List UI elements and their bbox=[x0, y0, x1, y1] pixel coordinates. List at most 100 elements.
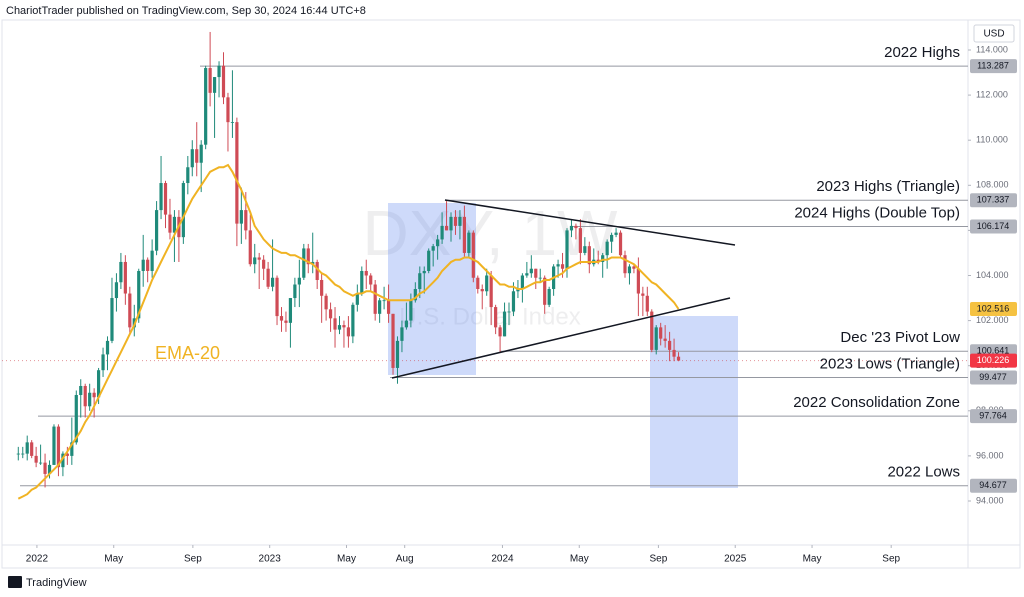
candle-body bbox=[654, 327, 658, 350]
candle-body bbox=[83, 385, 87, 407]
candle-body bbox=[476, 277, 480, 290]
level-price-label: 97.764 bbox=[979, 410, 1007, 420]
candle-body bbox=[418, 273, 422, 290]
candle-body bbox=[409, 300, 413, 321]
candle-body bbox=[601, 255, 605, 262]
current-price-label-box bbox=[970, 353, 1017, 368]
level-price-label: 94.677 bbox=[979, 480, 1007, 490]
candle-body bbox=[650, 311, 654, 350]
candle-body bbox=[560, 264, 565, 269]
candle-body bbox=[436, 239, 440, 247]
footer: TradingView bbox=[26, 577, 87, 589]
logo-mark bbox=[8, 576, 22, 588]
candle-body bbox=[400, 327, 404, 341]
candle-body bbox=[270, 277, 275, 287]
x-tick-label: May bbox=[337, 554, 356, 565]
candle-body bbox=[34, 455, 38, 463]
level-price-label-box bbox=[970, 409, 1017, 424]
header: ChariotTrader published on TradingView.c… bbox=[6, 5, 366, 17]
candle-body bbox=[520, 275, 524, 290]
triangle-lower bbox=[391, 297, 731, 379]
candle-body bbox=[471, 232, 475, 278]
candle-body bbox=[337, 325, 342, 330]
candle-body bbox=[88, 392, 92, 407]
candle-body bbox=[306, 248, 310, 265]
candle-body bbox=[110, 298, 114, 341]
candle-body bbox=[480, 289, 484, 292]
candle-body bbox=[226, 97, 230, 123]
level-annotation: Dec '23 Pivot Low bbox=[840, 329, 960, 346]
range-box bbox=[388, 203, 476, 375]
candle-body bbox=[543, 277, 547, 305]
level-price-label-box bbox=[970, 219, 1017, 234]
candle-body bbox=[569, 225, 574, 231]
candle-body bbox=[235, 122, 239, 224]
candle-body bbox=[583, 246, 587, 253]
current-price-label: 100.226 bbox=[977, 355, 1010, 365]
y-tick-label: 110.000 bbox=[976, 135, 1008, 145]
candle-body bbox=[311, 261, 315, 265]
candle-body bbox=[578, 228, 582, 253]
candle-body bbox=[565, 230, 569, 269]
candle-body bbox=[168, 214, 172, 233]
candle-body bbox=[47, 464, 52, 474]
level-annotation: 2022 Lows bbox=[887, 464, 960, 481]
candle-body bbox=[275, 277, 279, 317]
candle-body bbox=[114, 282, 119, 299]
candle-body bbox=[70, 442, 74, 456]
level-annotation: 2023 Lows (Triangle) bbox=[820, 355, 960, 372]
labels-layer: 2022 Highs 113.287 2023 Highs (Triangle) 10… bbox=[155, 44, 1017, 493]
candle-body bbox=[16, 453, 20, 455]
candle-body bbox=[556, 264, 560, 267]
currency-box[interactable] bbox=[973, 24, 1015, 43]
chart-frame bbox=[1, 19, 1021, 569]
candle-body bbox=[253, 257, 257, 265]
candle-body bbox=[663, 338, 667, 341]
candle-body bbox=[529, 268, 533, 274]
candle-body bbox=[444, 225, 449, 231]
candle-body bbox=[141, 259, 145, 271]
candle-body bbox=[320, 280, 324, 296]
ema-label: EMA-20 bbox=[155, 343, 220, 363]
level-price-label: 106.174 bbox=[977, 221, 1010, 231]
candle-body bbox=[538, 277, 542, 279]
currency: USD bbox=[983, 29, 1004, 40]
candle-body bbox=[382, 300, 386, 302]
triangle-upper bbox=[444, 199, 736, 246]
candle-body bbox=[627, 266, 632, 274]
candle-body bbox=[181, 183, 185, 238]
candle-body bbox=[413, 289, 417, 301]
candle-body bbox=[605, 241, 609, 256]
candle-body bbox=[574, 225, 578, 229]
candle-body bbox=[333, 318, 337, 330]
candle-body bbox=[378, 300, 382, 314]
candle-body bbox=[369, 275, 373, 285]
candle-body bbox=[395, 340, 400, 368]
level-price-label: 99.477 bbox=[979, 372, 1007, 382]
candle-body bbox=[355, 293, 359, 305]
level-price-label-box bbox=[970, 59, 1017, 74]
candle-body bbox=[346, 327, 351, 337]
candle-body bbox=[427, 250, 431, 271]
candle-body bbox=[52, 426, 56, 465]
candle-body bbox=[534, 268, 538, 278]
candle-body bbox=[65, 453, 69, 456]
candle-body bbox=[502, 311, 507, 337]
candle-body bbox=[516, 289, 520, 292]
candle-body bbox=[364, 270, 368, 276]
candle-body bbox=[221, 65, 226, 98]
candle-body bbox=[467, 232, 471, 253]
candle-body bbox=[431, 246, 435, 251]
watermark-subtitle: U.S. Dollar Index bbox=[399, 303, 580, 330]
candle-body bbox=[105, 340, 110, 355]
candle-body bbox=[154, 210, 159, 251]
level-annotation: 2024 Highs (Double Top) bbox=[794, 204, 960, 221]
candle-body bbox=[172, 216, 177, 233]
ema-price-label: 102.516 bbox=[977, 303, 1010, 313]
candle-body bbox=[119, 261, 123, 283]
y-tick-label: 102.000 bbox=[976, 315, 1009, 325]
candle-body bbox=[342, 325, 346, 328]
candle-body bbox=[74, 395, 78, 443]
candle-body bbox=[547, 289, 551, 305]
candle-body bbox=[262, 259, 266, 269]
